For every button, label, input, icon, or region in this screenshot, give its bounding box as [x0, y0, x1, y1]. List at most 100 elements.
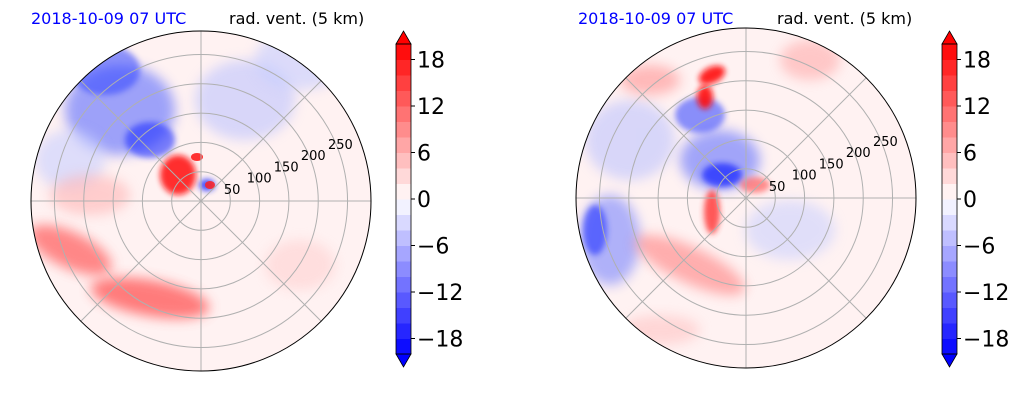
- negative-region: [70, 45, 140, 95]
- colorbar-level: [396, 168, 411, 184]
- positive-region: [205, 181, 215, 189]
- azimuth-gridline: [80, 80, 202, 202]
- colorbar-level: [942, 183, 957, 200]
- colorbar-tick-label: 12: [963, 95, 991, 120]
- colorbar-level: [942, 90, 957, 107]
- positive-region: [740, 177, 770, 193]
- polar-grid-left: [31, 31, 371, 371]
- colorbar-extend-min: [395, 353, 412, 368]
- colorbar-left: 18 12 6 0 −6 −12 −18: [395, 30, 463, 368]
- positive-region: [620, 315, 700, 345]
- negative-region: [702, 163, 742, 187]
- positive-region: [780, 40, 840, 80]
- field-label-left: rad. vent. (5 km): [229, 9, 364, 28]
- field-left: [31, 31, 345, 319]
- azimuth-gridline: [80, 200, 202, 322]
- colorbar-level: [396, 152, 411, 169]
- colorbar-level: [942, 44, 957, 60]
- positive-region: [620, 65, 680, 95]
- time-label-right: 2018-10-09 07 UTC: [578, 9, 733, 28]
- colorbar-level: [942, 245, 957, 262]
- colorbar-level: [942, 75, 957, 91]
- panel-right: 2018-10-09 07 UTC rad. vent. (5 km): [575, 9, 1009, 369]
- colorbar-level: [942, 292, 957, 308]
- colorbar-level: [942, 59, 957, 76]
- colorbar-extend-max: [941, 30, 958, 45]
- positive-region: [635, 234, 745, 296]
- negative-region: [35, 130, 105, 190]
- azimuth-gridline: [625, 197, 747, 319]
- positive-region: [191, 153, 203, 161]
- colorbar-tick-label: 6: [417, 142, 431, 167]
- positive-region: [265, 240, 335, 290]
- radial-tick-label: 150: [274, 160, 299, 175]
- colorbar-tick-label: −12: [963, 281, 1009, 306]
- negative-region: [255, 31, 345, 90]
- positive-region: [698, 65, 726, 85]
- colorbar-level: [942, 168, 957, 184]
- colorbar-level: [396, 44, 411, 60]
- positive-region: [50, 175, 130, 215]
- colorbar-tick-label: −6: [417, 235, 449, 260]
- positive-region: [90, 277, 210, 319]
- radial-tick-label: 250: [328, 138, 353, 153]
- colorbar-level: [396, 307, 411, 324]
- colorbar-tick-label: 0: [417, 188, 431, 213]
- colorbar-level: [396, 261, 411, 277]
- colorbar-tick-label: 6: [963, 142, 977, 167]
- azimuth-gridline: [200, 80, 322, 202]
- colorbar-level: [396, 183, 411, 200]
- colorbar-level: [396, 75, 411, 91]
- colorbar-level: [942, 261, 957, 277]
- colorbar-level: [942, 307, 957, 324]
- colorbar-level: [396, 276, 411, 293]
- colorbar-right: 18 12 6 0 −6 −12 −18: [941, 30, 1009, 368]
- polar-frame-right: [575, 27, 917, 369]
- colorbar-level: [396, 90, 411, 107]
- colorbar-level: [396, 137, 411, 153]
- azimuth-gridline: [625, 77, 747, 199]
- colorbar-tick-label: 0: [963, 188, 977, 213]
- polar-frame-left: [30, 30, 372, 372]
- radial-tick-label: 200: [301, 149, 326, 164]
- negative-region: [745, 200, 835, 260]
- colorbar-level: [942, 121, 957, 138]
- radial-tick-label: 200: [846, 146, 871, 161]
- colorbar-tick-label: 12: [417, 95, 445, 120]
- colorbar-level: [396, 292, 411, 308]
- azimuth-gridline: [745, 197, 867, 319]
- positive-region: [31, 224, 112, 276]
- negative-region: [675, 97, 725, 133]
- colorbar-level: [396, 338, 411, 355]
- colorbar-extend-min: [941, 353, 958, 368]
- positive-region: [697, 85, 713, 109]
- colorbar-tick-label: 18: [417, 49, 445, 74]
- azimuth-gridline: [200, 200, 322, 322]
- colorbar-level: [396, 323, 411, 339]
- colorbar-level: [942, 276, 957, 293]
- colorbar-level: [396, 59, 411, 76]
- colorbar-tick-label: −18: [963, 328, 1009, 353]
- radial-tick-label: 50: [769, 180, 786, 195]
- positive-region: [160, 155, 196, 195]
- radial-tick-label: 100: [247, 172, 272, 187]
- time-label-left: 2018-10-09 07 UTC: [31, 9, 186, 28]
- polar-grid-right: [576, 28, 916, 368]
- colorbar-level: [942, 323, 957, 339]
- colorbar-level: [396, 214, 411, 231]
- colorbar-level: [942, 199, 957, 215]
- field-right: [580, 40, 840, 345]
- colorbar-level: [396, 121, 411, 138]
- colorbar-tick-label: −18: [417, 328, 463, 353]
- radial-tick-label: 250: [873, 135, 898, 150]
- colorbar-tick-label: −6: [963, 235, 995, 260]
- colorbar-level: [396, 230, 411, 246]
- azimuth-gridline: [745, 77, 867, 199]
- colorbar-extend-max: [395, 30, 412, 45]
- radial-tick-label: 100: [792, 169, 817, 184]
